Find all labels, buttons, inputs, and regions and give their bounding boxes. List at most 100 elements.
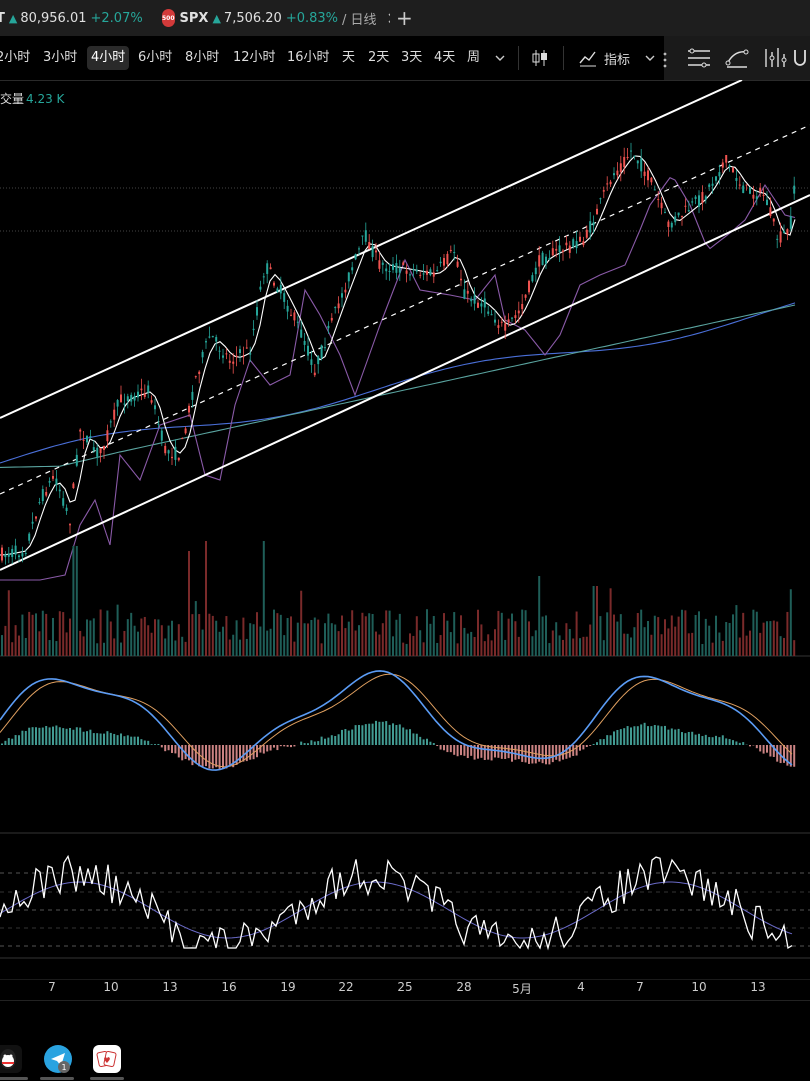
macd-histogram-bar	[395, 725, 397, 745]
macd-histogram-bar	[321, 737, 323, 745]
candle-body	[8, 554, 10, 557]
volume-bar	[395, 620, 397, 656]
volume-bar	[324, 623, 326, 656]
volume-bar	[232, 635, 234, 656]
candle-body	[283, 293, 285, 302]
volume-bar	[688, 633, 690, 656]
candle-body	[562, 250, 564, 251]
ma-white-line	[0, 156, 795, 555]
bars-tool-icon[interactable]	[762, 46, 788, 70]
timeframe-6h[interactable]: 6小时	[138, 46, 172, 70]
date-label: 10	[691, 980, 706, 994]
macd-histogram-bar	[83, 732, 85, 745]
candle-body	[708, 185, 710, 187]
volume-bar	[222, 627, 224, 656]
volume-bar	[334, 625, 336, 656]
timeframe-3h[interactable]: 3小时	[43, 46, 77, 70]
tab-btc[interactable]: T ▲ 80,956.01 +2.07%	[0, 0, 146, 36]
macd-histogram-bar	[542, 745, 544, 763]
macd-histogram-bar	[378, 722, 380, 745]
candle-body	[168, 450, 170, 453]
volume-bar	[443, 613, 445, 656]
macd-histogram-bar	[671, 728, 673, 745]
volume-bar	[327, 614, 329, 656]
candle-body	[307, 346, 309, 356]
macd-histogram-bar	[402, 727, 404, 745]
candle-body	[705, 196, 707, 199]
macd-histogram-bar	[42, 728, 44, 745]
candle-body	[134, 396, 136, 401]
volume-bar	[178, 624, 180, 656]
magnet-tool-icon[interactable]	[792, 46, 808, 70]
macd-histogram-bar	[627, 726, 629, 745]
volume-bar	[59, 611, 61, 656]
curve-tool-icon[interactable]	[724, 46, 750, 70]
trend-channel[interactable]	[0, 80, 810, 570]
candle-body	[18, 556, 20, 558]
volume-bar	[484, 641, 486, 656]
indicators-icon	[578, 49, 598, 67]
candle-body	[100, 448, 102, 453]
volume-bar	[239, 640, 241, 656]
volume-bar	[392, 636, 394, 656]
tab-spx[interactable]: 500 SPX ▲ 7,506.20 +0.83% / 日线 ✕	[162, 0, 390, 36]
volume-bar	[1, 635, 3, 656]
macd-histogram-bar	[79, 728, 81, 745]
macd-histogram-bar	[375, 721, 377, 745]
candle-body	[752, 195, 754, 199]
macd-histogram-bar	[630, 727, 632, 745]
candle-body	[419, 275, 421, 276]
candle-body	[695, 197, 697, 199]
channel-mid-line	[0, 125, 810, 494]
new-tab-plus-icon[interactable]: +	[396, 6, 413, 30]
price-chart[interactable]	[0, 80, 810, 980]
candle-body	[229, 361, 231, 363]
volume-bar	[722, 641, 724, 656]
more-dots-icon[interactable]	[662, 48, 668, 72]
candle-body	[365, 230, 367, 242]
volume-bar	[579, 638, 581, 656]
candle-body	[219, 351, 221, 352]
poker-icon[interactable]: ♥	[93, 1045, 121, 1073]
timeframe-2h[interactable]: 2小时	[0, 46, 30, 70]
timeframe-2d[interactable]: 2天	[368, 46, 389, 70]
candle-body	[654, 189, 656, 190]
volume-bar	[409, 633, 411, 656]
volume-bar	[562, 640, 564, 656]
volume-bar	[83, 636, 85, 656]
timeframe-3d[interactable]: 3天	[401, 46, 422, 70]
macd-histogram-bar	[103, 734, 105, 745]
timeframe-1d[interactable]: 天	[342, 46, 355, 70]
macd-histogram-bar	[49, 727, 51, 745]
macd-histogram-bar	[664, 726, 666, 745]
timeframe-4d[interactable]: 4天	[434, 46, 455, 70]
macd-histogram-bar	[688, 732, 690, 745]
volume-bar	[586, 637, 588, 656]
volume-bar	[576, 612, 578, 656]
macd-histogram-bar	[419, 737, 421, 745]
timeframe-8h[interactable]: 8小时	[185, 46, 219, 70]
candle-type-icon[interactable]	[531, 46, 549, 70]
volume-bar	[695, 615, 697, 656]
candle-body	[569, 246, 571, 253]
indicators-button[interactable]: 指标	[578, 46, 656, 70]
close-icon[interactable]: ✕	[387, 9, 390, 28]
volume-bar	[616, 622, 618, 656]
timeframe-4h[interactable]: 4小时	[87, 46, 129, 70]
volume-bar	[276, 613, 278, 656]
candle-body	[416, 270, 418, 272]
timeframe-12h[interactable]: 12小时	[233, 46, 276, 70]
candle-body	[429, 269, 431, 275]
candle-body	[484, 299, 486, 308]
macd-pane	[0, 671, 795, 770]
timeframe-16h[interactable]: 16小时	[287, 46, 330, 70]
volume-bar	[161, 625, 163, 656]
timeframe-1w[interactable]: 周	[467, 46, 480, 70]
macd-histogram-bar	[93, 733, 95, 745]
qq-icon[interactable]	[0, 1045, 22, 1073]
horizontal-lines-icon[interactable]	[686, 46, 712, 70]
candle-body	[117, 400, 119, 407]
volume-bar	[521, 610, 523, 656]
chevron-down-icon[interactable]	[494, 46, 506, 70]
volume-bar	[185, 642, 187, 656]
